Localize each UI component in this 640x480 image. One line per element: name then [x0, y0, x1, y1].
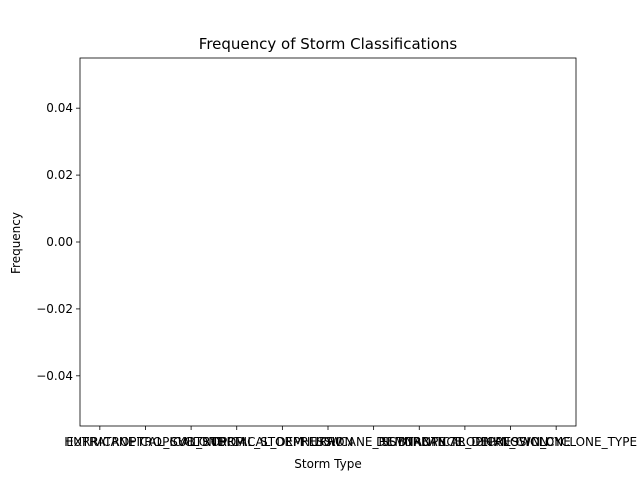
y-tick-label: −0.04: [36, 369, 73, 383]
x-tick-label: SUBTROPICAL_DEPRESSION: [381, 435, 548, 449]
x-tick-label: UNKNOWN_CYCLONE_TYPE: [475, 435, 637, 449]
plot-area: HURRICANEEXTRATROPICAL_CYCLONETROPICAL_S…: [36, 57, 637, 449]
y-tick-label: 0.00: [46, 235, 73, 249]
x-tick-label: SUBTROPICAL_STORM: [170, 435, 303, 449]
x-tick-label: HURRICANE_REMNANTS: [301, 435, 446, 449]
x-tick-label: TROPICAL_DEPRESSION: [210, 435, 353, 449]
plot-frame: [79, 57, 577, 427]
y-axis-label: Frequency: [9, 212, 23, 274]
y-tick-label: 0.04: [46, 101, 73, 115]
x-tick-label: TROPICAL_CYCLONE: [449, 435, 571, 449]
x-tick-label: TROPICAL_STORM: [136, 435, 245, 449]
y-tick-label: 0.02: [46, 168, 73, 182]
x-axis-label: Storm Type: [294, 457, 361, 471]
chart-title: Frequency of Storm Classifications: [199, 35, 458, 53]
x-tick-label: EXTRATROPICAL_CYCLONE: [66, 435, 225, 449]
x-tick-label: HURRICANE: [64, 435, 135, 449]
x-tick-label: LOW: [314, 435, 342, 449]
y-tick-label: −0.02: [36, 302, 73, 316]
x-tick-label: DISTURBANCE: [376, 435, 462, 449]
